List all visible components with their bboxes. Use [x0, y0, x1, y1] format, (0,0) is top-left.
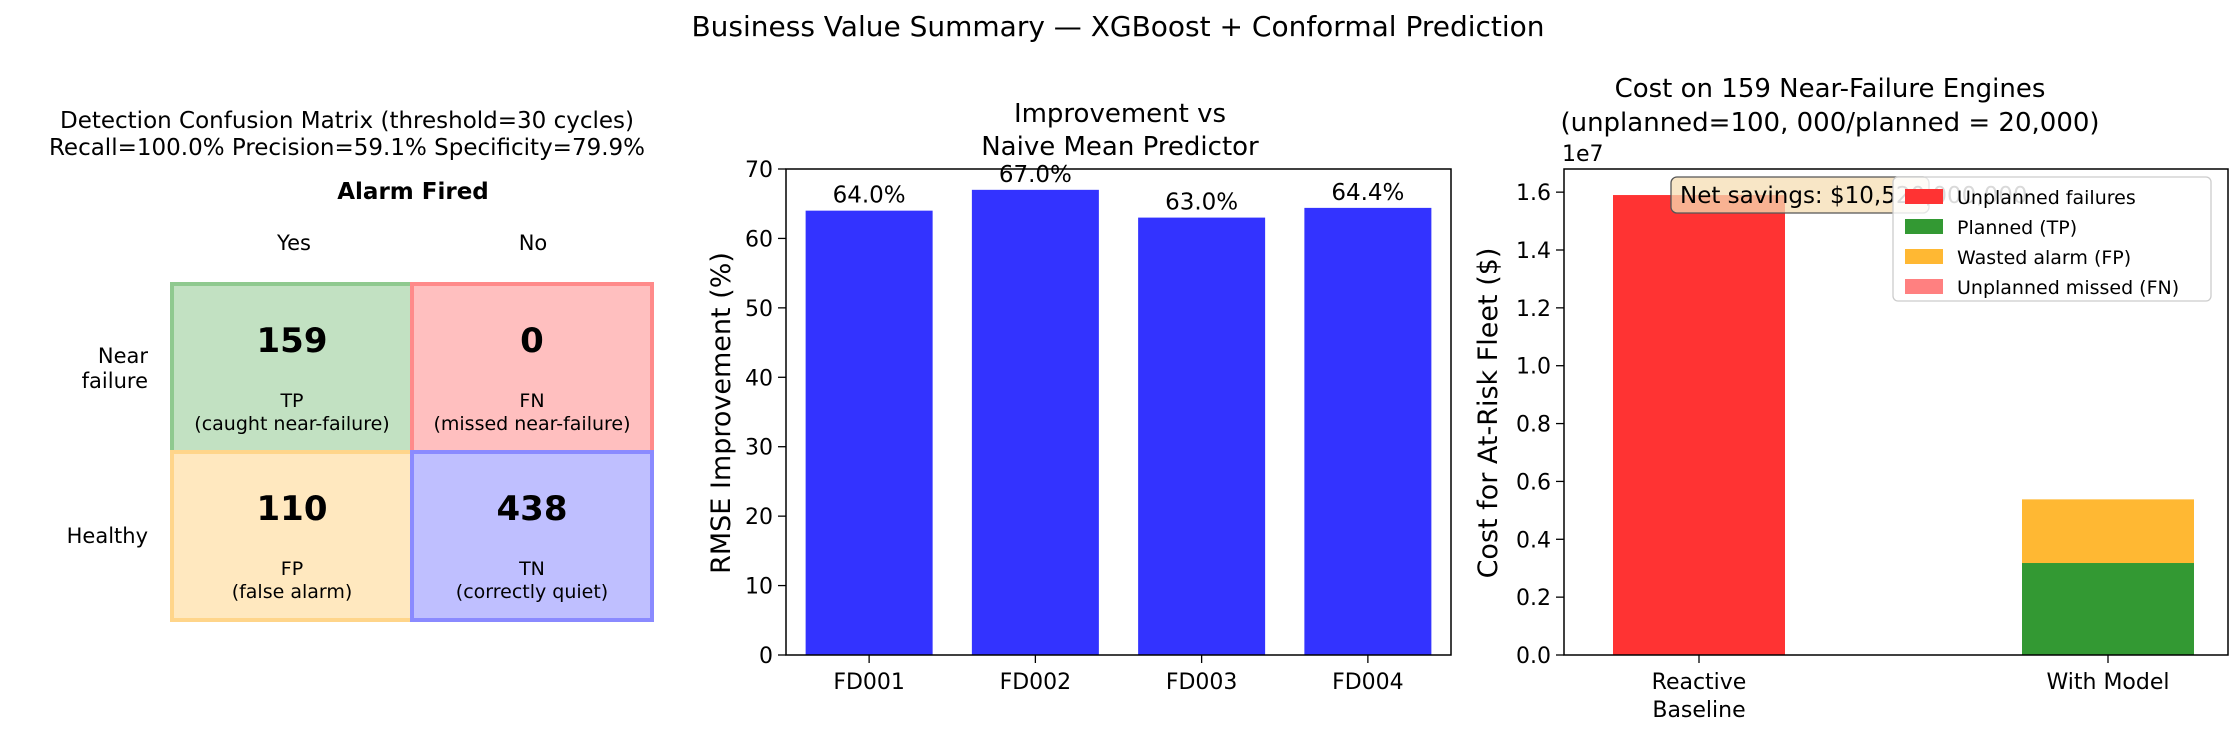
cm-cell-fp-code: FP	[281, 558, 303, 580]
cost-y-axis-label: Cost for At-Risk Fleet ($)	[1473, 248, 1504, 579]
imp-ytick-label: 20	[745, 505, 773, 530]
cost-bar-segment-1-1	[2022, 563, 2194, 655]
cost-legend-swatch-1	[1905, 219, 1943, 234]
imp-bar-fd001	[805, 210, 933, 655]
cm-cell-fn-code: FN	[519, 390, 544, 412]
cost-ytick-label: 0.4	[1516, 528, 1551, 553]
cm-cell-fn-count: 0	[520, 321, 544, 361]
cost-scale-label: 1e7	[1562, 142, 1604, 167]
cm-row-label-0: Near failure	[82, 344, 149, 393]
imp-bar-label-fd001: 64.0%	[833, 183, 906, 209]
imp-ytick-label: 50	[745, 297, 773, 322]
improvement-panel: Improvement vs Naive Mean Predictor RMSE…	[706, 99, 1452, 695]
imp-bar-fd003	[1138, 217, 1266, 655]
imp-ytick-label: 70	[745, 158, 773, 183]
cost-legend-frame	[1892, 176, 2212, 302]
cost-legend-label-2: Wasted alarm (FP)	[1957, 247, 2131, 269]
cm-cell-fp-desc: (false alarm)	[232, 581, 353, 603]
cost-plot-frame	[1563, 168, 2229, 656]
imp-xtick-label: FD003	[1166, 670, 1238, 695]
cost-legend-swatch-3	[1905, 279, 1943, 294]
cm-cell-tp-desc: (caught near-failure)	[194, 413, 389, 435]
imp-xtick-label: FD004	[1332, 670, 1404, 695]
cm-cell-fn	[410, 282, 654, 454]
imp-ytick-label: 60	[745, 227, 773, 252]
cost-ytick-label: 1.0	[1516, 355, 1551, 380]
imp-xtick-label: FD002	[1000, 670, 1072, 695]
cm-row-label-1: Healthy	[67, 524, 148, 548]
imp-plot-frame	[785, 168, 1452, 656]
cm-cell-tp	[170, 282, 414, 454]
imp-bar-fd002	[971, 189, 1099, 656]
imp-bar-label-fd003: 63.0%	[1165, 190, 1238, 216]
cm-col-no: No	[519, 231, 548, 255]
cm-cell-fn-desc: (missed near-failure)	[433, 413, 630, 435]
confusion-matrix-panel: Detection Confusion Matrix (threshold=30…	[49, 108, 654, 622]
imp-ytick-label: 0	[759, 644, 773, 669]
cm-cell-tn-code: TN	[518, 558, 545, 580]
cost-ytick-label: 1.2	[1516, 297, 1551, 322]
cm-cell-tn-count: 438	[497, 489, 568, 529]
cost-xtick-label-1: With Model	[2047, 670, 2170, 695]
imp-title-line2: Naive Mean Predictor	[981, 132, 1259, 162]
cost-title-line2: (unplanned=100, 000/planned = 20,000)	[1560, 108, 2099, 138]
cost-xtick-label-0: Reactive Baseline	[1652, 670, 1747, 723]
cm-cell-fp-count: 110	[257, 489, 328, 529]
cost-ytick-label: 0.8	[1516, 413, 1551, 438]
cm-title-line2: Recall=100.0% Precision=59.1% Specificit…	[49, 135, 645, 161]
imp-title-line1: Improvement vs	[1014, 99, 1226, 129]
cm-cell-tn	[410, 450, 654, 622]
cost-bar-segment-1-2	[2022, 499, 2194, 564]
cost-ytick-label: 0.6	[1516, 470, 1551, 495]
imp-ytick-label: 40	[745, 366, 773, 391]
imp-ytick-label: 30	[745, 436, 773, 461]
imp-y-axis-label: RMSE Improvement (%)	[706, 252, 737, 574]
imp-ytick-label: 10	[745, 575, 773, 600]
cm-cell-tn-desc: (correctly quiet)	[456, 581, 608, 603]
cost-bar-segment-0-0	[1613, 195, 1785, 656]
imp-bar-label-fd002: 67.0%	[999, 162, 1072, 188]
cost-legend-swatch-2	[1905, 249, 1943, 264]
cm-column-header: Alarm Fired	[337, 179, 489, 205]
cost-legend-label-0: Unplanned failures	[1957, 187, 2136, 209]
imp-bar-fd004	[1304, 207, 1432, 655]
imp-xtick-label: FD001	[833, 670, 905, 695]
figure-suptitle: Business Value Summary — XGBoost + Confo…	[691, 10, 1544, 43]
cost-ytick-label: 1.6	[1516, 181, 1551, 206]
cost-ytick-label: 0.2	[1516, 586, 1551, 611]
cm-cell-fp	[170, 450, 414, 622]
cm-cell-tp-code: TP	[279, 390, 303, 412]
cost-legend-label-3: Unplanned missed (FN)	[1957, 277, 2179, 299]
imp-bar-label-fd004: 64.4%	[1331, 180, 1404, 206]
cost-ytick-label: 0.0	[1516, 644, 1551, 669]
cost-title-line1: Cost on 159 Near-Failure Engines	[1615, 74, 2046, 104]
cm-title-line1: Detection Confusion Matrix (threshold=30…	[60, 108, 634, 134]
cost-ytick-label: 1.4	[1516, 239, 1551, 264]
cost-legend-label-1: Planned (TP)	[1957, 217, 2077, 239]
cost-legend-swatch-0	[1905, 189, 1943, 204]
cost-panel: Cost on 159 Near-Failure Engines (unplan…	[1473, 74, 2229, 723]
cm-col-yes: Yes	[276, 231, 311, 255]
cm-cell-tp-count: 159	[257, 321, 328, 361]
